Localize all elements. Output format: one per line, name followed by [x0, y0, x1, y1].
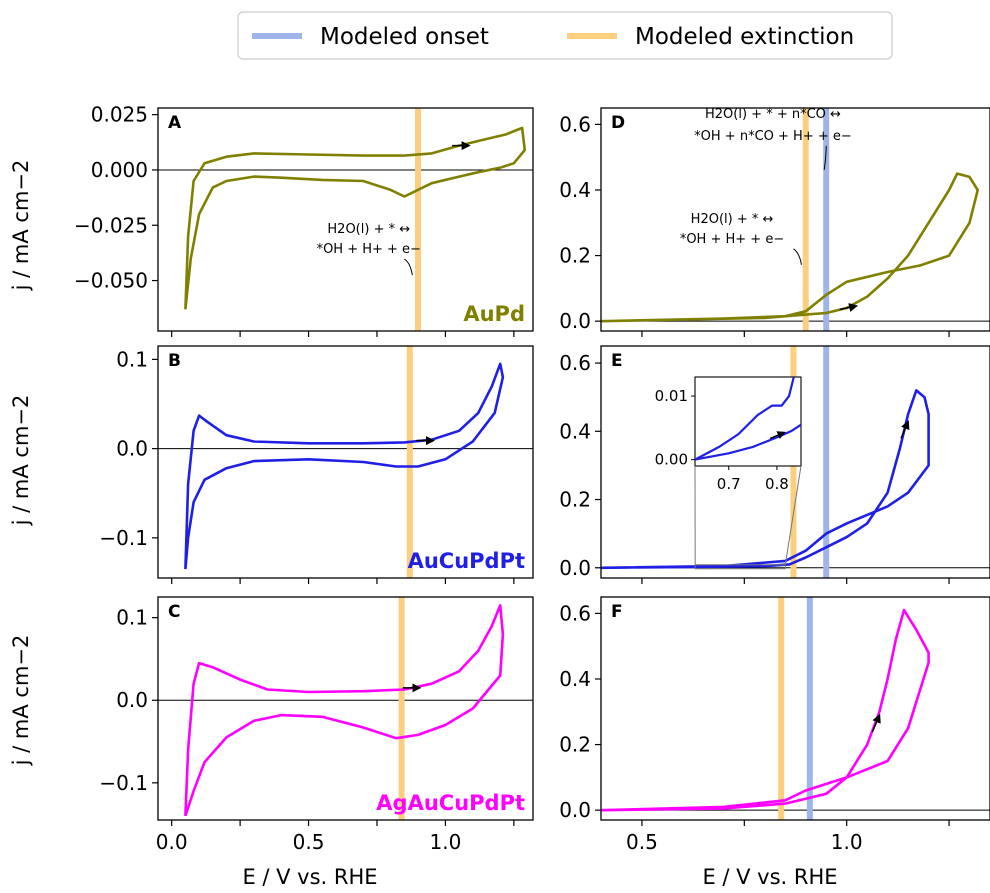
- x-axis-label-right: E / V vs. RHE: [702, 865, 837, 889]
- panel-letter: C: [168, 602, 180, 622]
- annotation-line-2: *OH + H+ + e−: [680, 232, 784, 247]
- annotation-line-2: *OH + H+ + e−: [317, 242, 421, 257]
- inset-x-tick-label: 0.7: [717, 475, 741, 493]
- y-tick-label: 0.2: [559, 244, 591, 268]
- y-tick-label: 0.2: [559, 733, 591, 757]
- panel-letter: A: [168, 113, 182, 133]
- x-axis-label-left: E / V vs. RHE: [242, 865, 377, 889]
- series-line: [184, 604, 505, 817]
- y-tick-label: 0.2: [559, 488, 591, 512]
- x-tick-label: 0.5: [626, 830, 658, 854]
- series-line: [600, 172, 979, 323]
- plot-frame: [157, 345, 534, 579]
- series-line: [184, 126, 527, 310]
- annotation-line-1: H2O(l) + * ↔: [327, 222, 410, 237]
- legend-label-extinction: Modeled extinction: [635, 24, 854, 50]
- sample-label: AuCuPdPt: [408, 549, 525, 573]
- series-line: [600, 389, 930, 570]
- inset-frame: [694, 376, 802, 467]
- y-tick-label: 0.0: [116, 688, 148, 712]
- y-tick-label: 0.4: [559, 419, 591, 443]
- x-tick-label: 0.0: [156, 830, 188, 854]
- inset-y-tick-label: 0.01: [655, 387, 688, 405]
- plot-frame: [157, 596, 534, 821]
- panel-letter: B: [168, 351, 181, 371]
- y-tick-label: −0.1: [99, 526, 148, 550]
- plot-frame: [600, 596, 990, 821]
- plot-frame: [157, 107, 534, 332]
- y-tick-label: 0.0: [559, 798, 591, 822]
- plot-frame: [600, 345, 990, 579]
- y-tick-label: −0.1: [99, 771, 148, 795]
- inset-upper-branch: [694, 376, 795, 461]
- sample-label: AuPd: [463, 302, 525, 326]
- annotation-top-line-2: *OH + n*CO + H+ + e−: [694, 129, 852, 144]
- sample-label: AgAuCuPdPt: [376, 791, 525, 815]
- inset-lower-branch: [694, 423, 802, 461]
- y-tick-label: −0.050: [74, 269, 148, 293]
- panel-C: 0.1 0.0 −0.1 0.0 0.5 1.0 C AgAuCuPdPt: [99, 596, 534, 854]
- x-tick-label: 0.5: [293, 830, 325, 854]
- panel-letter: F: [611, 602, 623, 622]
- y-tick-label: 0.0: [559, 309, 591, 333]
- direction-arrow: [900, 420, 910, 439]
- x-tick-label: 1.0: [430, 830, 462, 854]
- y-tick-label: 0.0: [116, 437, 148, 461]
- legend-label-onset: Modeled onset: [320, 24, 489, 50]
- direction-arrow: [871, 713, 881, 733]
- y-tick-label: 0.6: [559, 112, 591, 136]
- x-tick-label: 1.0: [831, 830, 863, 854]
- inset-x-tick-label: 0.8: [765, 475, 789, 493]
- panel-D: 0.0 0.2 0.4 0.6 D H2O(l) + * ↔ *OH + H+ + e− H2…: [559, 107, 990, 337]
- series-line: [600, 608, 930, 812]
- y-tick-label: 0.0: [559, 556, 591, 580]
- y-tick-label: 0.000: [91, 158, 148, 182]
- y-tick-label: −0.025: [74, 213, 148, 237]
- y-tick-label: 0.1: [116, 606, 148, 630]
- y-tick-label: 0.025: [91, 103, 148, 127]
- plot-frame: [600, 107, 990, 332]
- panel-A: 0.025 0.000 −0.025 −0.050 A AuPd H2O(l) + * ↔ *…: [74, 103, 534, 337]
- y-tick-label: 0.6: [559, 351, 591, 375]
- series-line: [184, 362, 505, 570]
- y-axis-label-B: j / mA cm−2: [9, 395, 33, 527]
- panel-letter: E: [611, 351, 623, 371]
- y-tick-label: 0.1: [116, 347, 148, 371]
- annotation-leader: [793, 248, 802, 265]
- annotation-leader: [404, 258, 413, 276]
- annotation-line-1: H2O(l) + * ↔: [691, 212, 774, 227]
- annotation-top-line-1: H2O(l) + * + n*CO ↔: [705, 107, 841, 122]
- y-tick-label: 0.4: [559, 178, 591, 202]
- y-tick-label: 0.6: [559, 601, 591, 625]
- y-axis-label-A: j / mA cm−2: [9, 160, 33, 292]
- panel-letter: D: [611, 113, 625, 133]
- inset-arrow: [769, 431, 786, 440]
- inset-zoom-region: [694, 564, 786, 570]
- panel-B: 0.1 0.0 −0.1 B AuCuPdPt: [99, 345, 534, 584]
- y-tick-label: 0.4: [559, 667, 591, 691]
- inset-y-tick-label: 0.00: [655, 451, 688, 469]
- y-axis-label-C: j / mA cm−2: [9, 635, 33, 767]
- inset-connector-right: [784, 465, 802, 565]
- panel-F: 0.0 0.2 0.4 0.6 0.5 1.0 F: [559, 596, 990, 854]
- direction-arrow: [839, 303, 859, 312]
- legend: Modeled onset Modeled extinction: [237, 11, 893, 60]
- legend-box: [237, 11, 893, 60]
- inset-E: 0.00 0.01 0.7 0.8: [655, 376, 802, 570]
- annotation-top-leader: [823, 145, 827, 170]
